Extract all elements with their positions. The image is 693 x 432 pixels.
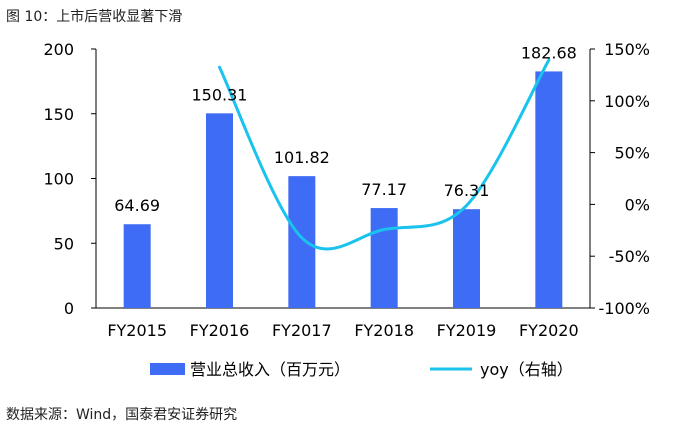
chart-title: 图 10：上市后营收显著下滑 — [6, 9, 183, 25]
bar — [206, 113, 233, 309]
x-axis-tick-label: FY2020 — [519, 321, 579, 340]
right-axis-tick-label: 100% — [604, 92, 650, 111]
data-label: 64.69 — [114, 196, 160, 215]
data-label: 150.31 — [192, 85, 248, 104]
left-axis-tick-label: 50 — [54, 234, 74, 253]
x-axis-tick-label: FY2019 — [437, 321, 497, 340]
axes: 0 50 100 150 200 -100% -50% 0% 50% 100% 150% FY2015… — [43, 40, 650, 340]
legend-line-label: yoy（右轴） — [480, 360, 573, 379]
bar — [453, 209, 480, 308]
left-axis-tick-label: 200 — [43, 40, 74, 59]
legend-bar-label: 营业总收入（百万元） — [190, 360, 350, 379]
bar-series — [123, 71, 563, 309]
right-axis-tick-label: 150% — [604, 40, 650, 59]
yoy-line — [218, 58, 551, 251]
bar — [535, 71, 563, 308]
x-axis-tick-label: FY2018 — [354, 321, 414, 340]
legend: 营业总收入（百万元） yoy（右轴） — [150, 360, 573, 379]
right-axis-tick-label: 0% — [625, 195, 650, 214]
bar — [370, 208, 398, 308]
data-labels: 64.69 150.31 101.82 77.17 76.31 182.68 — [114, 43, 577, 215]
left-axis-tick-label: 150 — [43, 105, 74, 124]
right-axis-tick-label: -50% — [609, 247, 650, 266]
data-label: 101.82 — [274, 148, 330, 167]
bar — [288, 176, 316, 308]
x-axis-tick-label: FY2016 — [190, 321, 250, 340]
data-label: 76.31 — [444, 181, 490, 200]
right-axis-tick-label: 50% — [614, 144, 650, 163]
line-series — [218, 58, 551, 251]
data-label: 77.17 — [361, 180, 407, 199]
source-note: 数据来源：Wind，国泰君安证券研究 — [6, 407, 238, 423]
data-label: 182.68 — [521, 43, 577, 62]
right-axis-tick-label: -100% — [598, 299, 650, 318]
left-axis-tick-label: 100 — [43, 170, 74, 189]
x-axis-tick-label: FY2015 — [107, 321, 167, 340]
x-axis-tick-label: FY2017 — [272, 321, 332, 340]
left-axis-tick-label: 0 — [64, 299, 74, 318]
legend-bar-swatch — [150, 363, 185, 375]
bar — [123, 224, 151, 308]
